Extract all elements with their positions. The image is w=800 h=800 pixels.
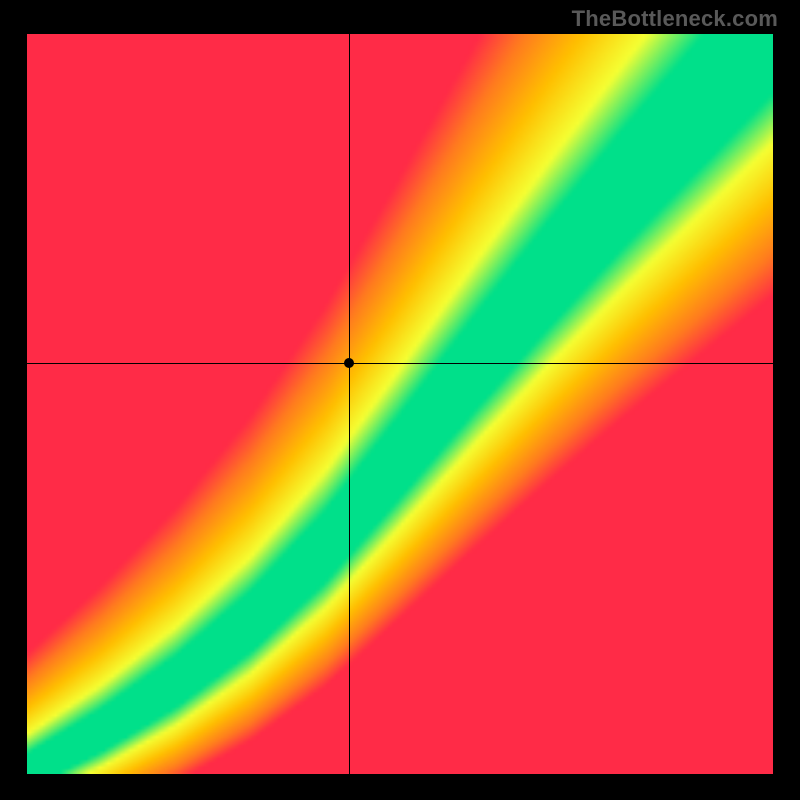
crosshair-vertical xyxy=(349,34,350,774)
crosshair-horizontal xyxy=(27,363,773,364)
watermark-text: TheBottleneck.com xyxy=(572,6,778,32)
heatmap-canvas xyxy=(27,34,773,774)
heatmap-plot xyxy=(27,34,773,774)
crosshair-marker xyxy=(344,358,354,368)
